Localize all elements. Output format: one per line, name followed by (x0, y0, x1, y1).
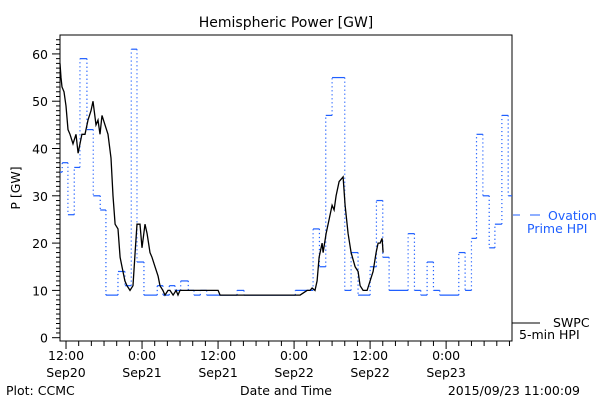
series-layer (59, 48, 512, 297)
x-tick-label-time: 0:00 (432, 348, 460, 363)
legend-swpc-label: 5-min HPI (519, 327, 580, 342)
y-tick-label: 0 (40, 331, 48, 346)
x-tick-label-time: 0:00 (280, 348, 308, 363)
y-axis-label: P [GW] (8, 166, 23, 209)
legend-ovation-label: Prime HPI (527, 221, 587, 236)
x-tick-label-date: Sep21 (122, 365, 161, 380)
y-tick-label: 40 (32, 142, 48, 157)
legend-ovation-label: Ovation (548, 208, 597, 223)
x-tick-label-time: 12:00 (48, 348, 84, 363)
swpc-line (59, 63, 384, 297)
x-tick-label-time: 12:00 (200, 348, 236, 363)
y-tick-label: 50 (32, 94, 48, 109)
legend-ovation: Ovation Prime HPI (513, 208, 597, 236)
x-tick-label-time: 0:00 (128, 348, 156, 363)
y-tick-label: 20 (32, 236, 48, 251)
chart-title: Hemispheric Power [GW] (199, 15, 374, 31)
legend-swpc: SWPC 5-min HPI (512, 315, 590, 342)
x-tick-label-date: Sep22 (274, 365, 313, 380)
x-tick-label-date: Sep21 (198, 365, 237, 380)
plot-timestamp: 2015/09/23 11:00:09 (448, 383, 580, 398)
y-tick-label: 10 (32, 283, 48, 298)
x-tick-label-time: 12:00 (352, 348, 388, 363)
plot-credit: Plot: CCMC (6, 383, 75, 398)
axes: 0 10 20 30 40 50 60 12:00 Sep20 0:00 Sep21 12:00 Sep… (32, 39, 510, 380)
x-tick-label-date: Sep23 (426, 365, 465, 380)
x-axis-label: Date and Time (240, 383, 332, 398)
legend-swpc-label: SWPC (553, 315, 590, 330)
x-tick-label-date: Sep22 (350, 365, 389, 380)
plot-frame (59, 34, 513, 342)
y-tick-label: 60 (32, 47, 48, 62)
y-tick-label: 30 (32, 189, 48, 204)
x-tick-label-date: Sep20 (46, 365, 86, 380)
